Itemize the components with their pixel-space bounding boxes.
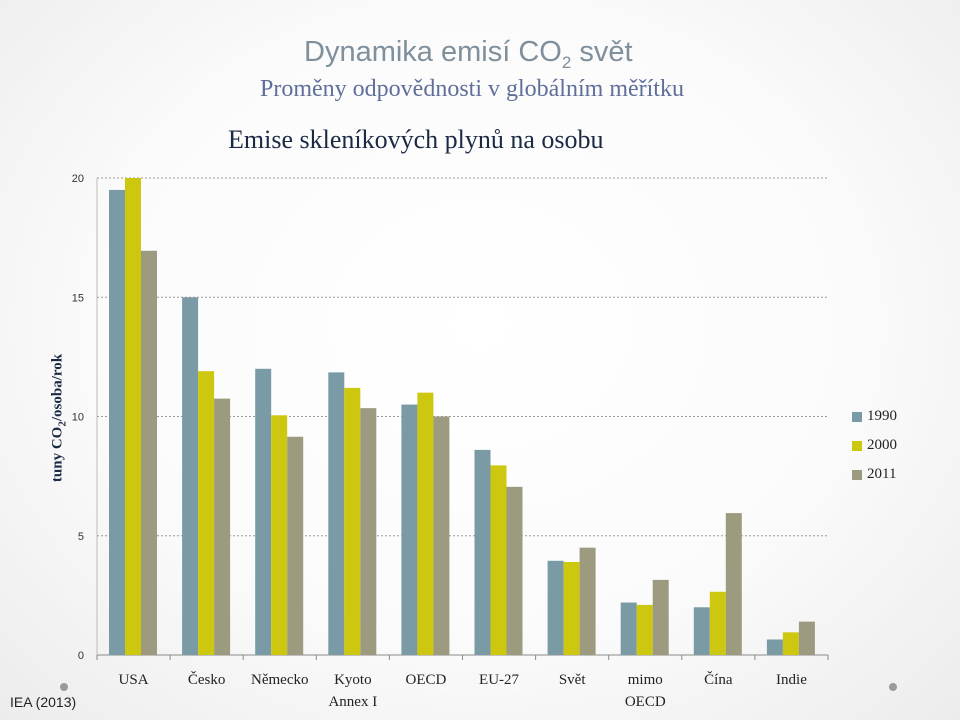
x-category-label: EU-27 bbox=[479, 672, 519, 688]
bar-1990 bbox=[328, 372, 345, 655]
bar-2000 bbox=[271, 415, 288, 655]
x-category-label: Čína bbox=[704, 671, 733, 688]
page-title-suffix: svět bbox=[571, 36, 633, 68]
bar-2011 bbox=[579, 547, 596, 655]
x-category-label: Indie bbox=[776, 672, 807, 688]
bar-2011 bbox=[360, 408, 377, 655]
bar-2000 bbox=[198, 371, 215, 655]
y-tick-label: 0 bbox=[78, 650, 84, 662]
bar-1990 bbox=[547, 560, 564, 655]
bar-2011 bbox=[287, 436, 304, 655]
page-subtitle: Proměny odpovědnosti v globálním měřítku bbox=[260, 76, 684, 102]
bar-2011 bbox=[141, 250, 157, 655]
legend-swatch bbox=[852, 440, 862, 451]
bar-2011 bbox=[725, 513, 742, 655]
bar-1990 bbox=[474, 449, 491, 655]
bar-2000 bbox=[344, 387, 361, 655]
x-category-label: Svět bbox=[559, 672, 587, 688]
y-tick-label: 20 bbox=[72, 173, 84, 185]
x-category-label: OECD bbox=[406, 672, 447, 688]
bar-2000 bbox=[636, 604, 653, 655]
page-title: Dynamika emisí CO2 svět bbox=[304, 36, 633, 72]
legend-item: 2011 bbox=[852, 460, 897, 489]
x-category-label: OECD bbox=[625, 694, 666, 710]
y-axis-label-suffix: /osoba/rok bbox=[49, 353, 66, 422]
bar-2000 bbox=[125, 178, 141, 655]
page-title-prefix: Dynamika emisí CO bbox=[304, 36, 562, 68]
bar-2000 bbox=[563, 561, 580, 655]
legend-label: 1990 bbox=[867, 408, 897, 424]
bar-1990 bbox=[620, 602, 637, 655]
y-axis-label: tuny CO2/osoba/rok bbox=[49, 353, 69, 483]
page-title-subscript: 2 bbox=[561, 53, 572, 72]
bar-2000 bbox=[417, 392, 434, 655]
x-category-label: Německo bbox=[251, 672, 308, 688]
y-tick-label: 5 bbox=[78, 531, 84, 543]
legend-swatch bbox=[852, 411, 862, 422]
bar-1990 bbox=[693, 607, 710, 655]
decorative-dot-left bbox=[60, 683, 68, 691]
y-tick-label: 10 bbox=[72, 412, 84, 424]
chart-legend: 1990 2000 2011 bbox=[852, 402, 897, 489]
legend-item: 2000 bbox=[852, 431, 897, 460]
bar-2000 bbox=[782, 632, 799, 655]
bar-2011 bbox=[652, 579, 669, 655]
bar-1990 bbox=[109, 189, 125, 656]
legend-item: 1990 bbox=[852, 402, 897, 431]
x-category-label: Česko bbox=[188, 671, 226, 688]
source-label: IEA (2013) bbox=[10, 694, 77, 710]
bar-2000 bbox=[709, 591, 726, 655]
bar-2011 bbox=[506, 486, 523, 655]
legend-label: 2000 bbox=[867, 437, 897, 453]
bar-1990 bbox=[401, 404, 418, 655]
legend-label: 2011 bbox=[867, 466, 897, 482]
bar-1990 bbox=[182, 297, 199, 655]
x-category-label: Annex I bbox=[328, 694, 377, 710]
legend-swatch bbox=[852, 469, 862, 480]
bar-2000 bbox=[490, 465, 507, 655]
chart-title: Emise skleníkových plynů na osobu bbox=[228, 125, 604, 154]
bar-2011 bbox=[433, 416, 450, 655]
x-category-label: USA bbox=[119, 672, 149, 688]
x-category-label: mimo bbox=[628, 672, 663, 688]
y-axis-label-prefix: tuny CO bbox=[49, 426, 66, 483]
y-axis-label-subscript: 2 bbox=[56, 421, 69, 427]
decorative-dot-right bbox=[889, 683, 897, 691]
bar-1990 bbox=[255, 368, 272, 655]
x-category-label: Kyoto bbox=[334, 672, 372, 688]
bar-1990 bbox=[766, 639, 783, 655]
y-tick-label: 15 bbox=[72, 292, 84, 304]
bar-2011 bbox=[214, 398, 231, 655]
bar-2011 bbox=[798, 621, 815, 655]
